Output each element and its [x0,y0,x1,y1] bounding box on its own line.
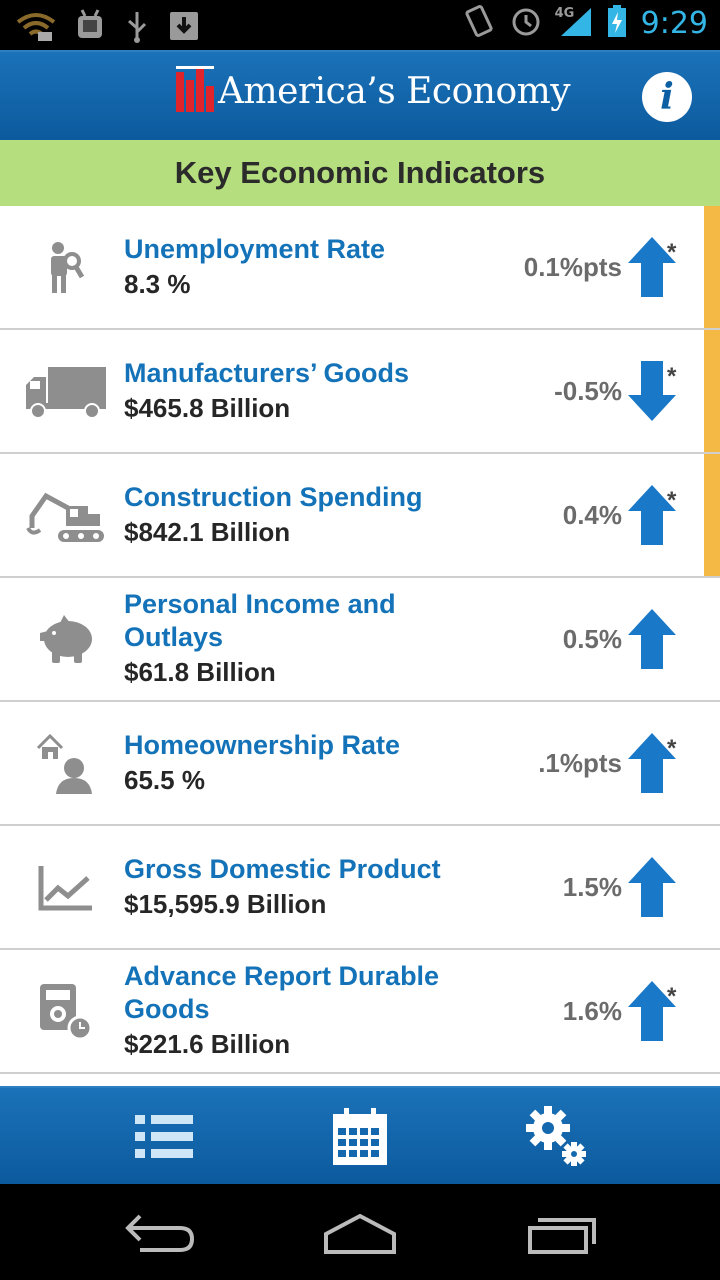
indicator-value: 65.5 % [124,764,205,795]
indicator-change: 1.6% [562,996,622,1026]
truck-icon [18,357,114,427]
arrow-up-icon [628,981,676,1041]
status-bar: 4G 9:29 [0,0,720,50]
battery-charging-icon [607,4,627,42]
indicator-name[interactable]: Manufacturers’ Goods [124,357,410,388]
indicator-name[interactable]: Gross Domestic Product [124,853,441,884]
indicator-value: $842.1 Billion [124,516,291,547]
system-nav-bar [0,1184,720,1280]
settings-icon [526,1106,586,1166]
alarm-icon [509,4,543,42]
indicator-row[interactable]: Gross Domestic Product $15,595.9 Billion… [0,826,720,950]
indicator-change: 0.4% [562,500,622,530]
piggy-bank-icon [18,605,114,675]
indicator-list[interactable]: Unemployment Rate 8.3 % 0.1%pts * Manufa… [0,206,720,1086]
indicator-value: $61.8 Billion [124,657,276,687]
app-logo: America’s Economy [176,66,571,112]
indicator-row[interactable]: Manufacturers’ Goods $465.8 Billion -0.5… [0,330,720,454]
tab-calendar[interactable] [325,1102,395,1172]
asterisk-mark: * [667,487,677,514]
flag-bars-icon [176,66,214,112]
indicator-row[interactable]: Personal Income and Outlays $61.8 Billio… [0,578,720,702]
indicator-name[interactable]: Homeownership Rate [124,729,401,760]
line-chart-icon [18,853,114,923]
asterisk-mark: * [667,983,677,1010]
arrow-up-icon [628,733,676,793]
indicator-change: 0.1%pts [523,252,622,282]
indicator-value: $15,595.9 Billion [124,888,327,919]
calendar-icon [333,1108,387,1165]
indicator-row[interactable]: Unemployment Rate 8.3 % 0.1%pts * [0,206,720,330]
asterisk-mark: * [667,239,677,266]
indicator-row[interactable]: Construction Spending $842.1 Billion 0.4… [0,454,720,578]
back-icon[interactable] [120,1208,200,1258]
indicator-change: .1%pts [538,748,622,778]
android-debug-icon [74,8,106,48]
section-title: Key Economic Indicators [0,140,720,206]
info-button[interactable]: i [642,72,692,122]
arrow-down-icon [628,361,676,421]
arrow-up-icon [628,857,676,917]
screen-rotate-icon [465,4,495,42]
arrow-up-icon [628,609,676,669]
tab-list[interactable] [129,1102,199,1172]
indicator-change: -0.5% [554,376,622,406]
person-search-icon [18,233,114,303]
indicator-name[interactable]: Advance Report Durable Goods [124,961,440,1024]
house-person-icon [18,729,114,799]
app-header: America’s Economy i [0,50,720,140]
excavator-icon [18,481,114,551]
indicator-value: $221.6 Billion [124,1029,291,1059]
indicator-row[interactable]: Advance Report Durable Goods $221.6 Bill… [0,950,720,1074]
wifi-icon [16,10,56,46]
app-title: America’s Economy [218,71,571,112]
asterisk-mark: * [667,363,677,390]
tab-bar [0,1086,720,1184]
arrow-up-icon [628,237,676,297]
recent-apps-icon[interactable] [522,1208,602,1258]
signal-icon: 4G [555,4,593,42]
indicator-value: $465.8 Billion [124,392,291,423]
durable-goods-clock-icon [18,977,114,1047]
indicator-change: 1.5% [562,872,622,902]
indicator-value: 8.3 % [124,268,191,299]
list-icon [135,1115,193,1158]
indicator-name[interactable]: Construction Spending [124,481,423,512]
tab-settings[interactable] [522,1102,592,1172]
usb-icon [124,8,150,48]
asterisk-mark: * [667,735,677,762]
download-icon [168,10,200,46]
indicator-name[interactable]: Personal Income and Outlays [124,589,396,652]
indicator-row[interactable]: Homeownership Rate 65.5 % .1%pts * [0,702,720,826]
indicator-name[interactable]: Unemployment Rate [124,233,386,264]
arrow-up-icon [628,485,676,545]
indicator-change: 0.5% [562,624,622,654]
status-time: 9:29 [640,5,708,41]
home-icon[interactable] [320,1208,400,1258]
